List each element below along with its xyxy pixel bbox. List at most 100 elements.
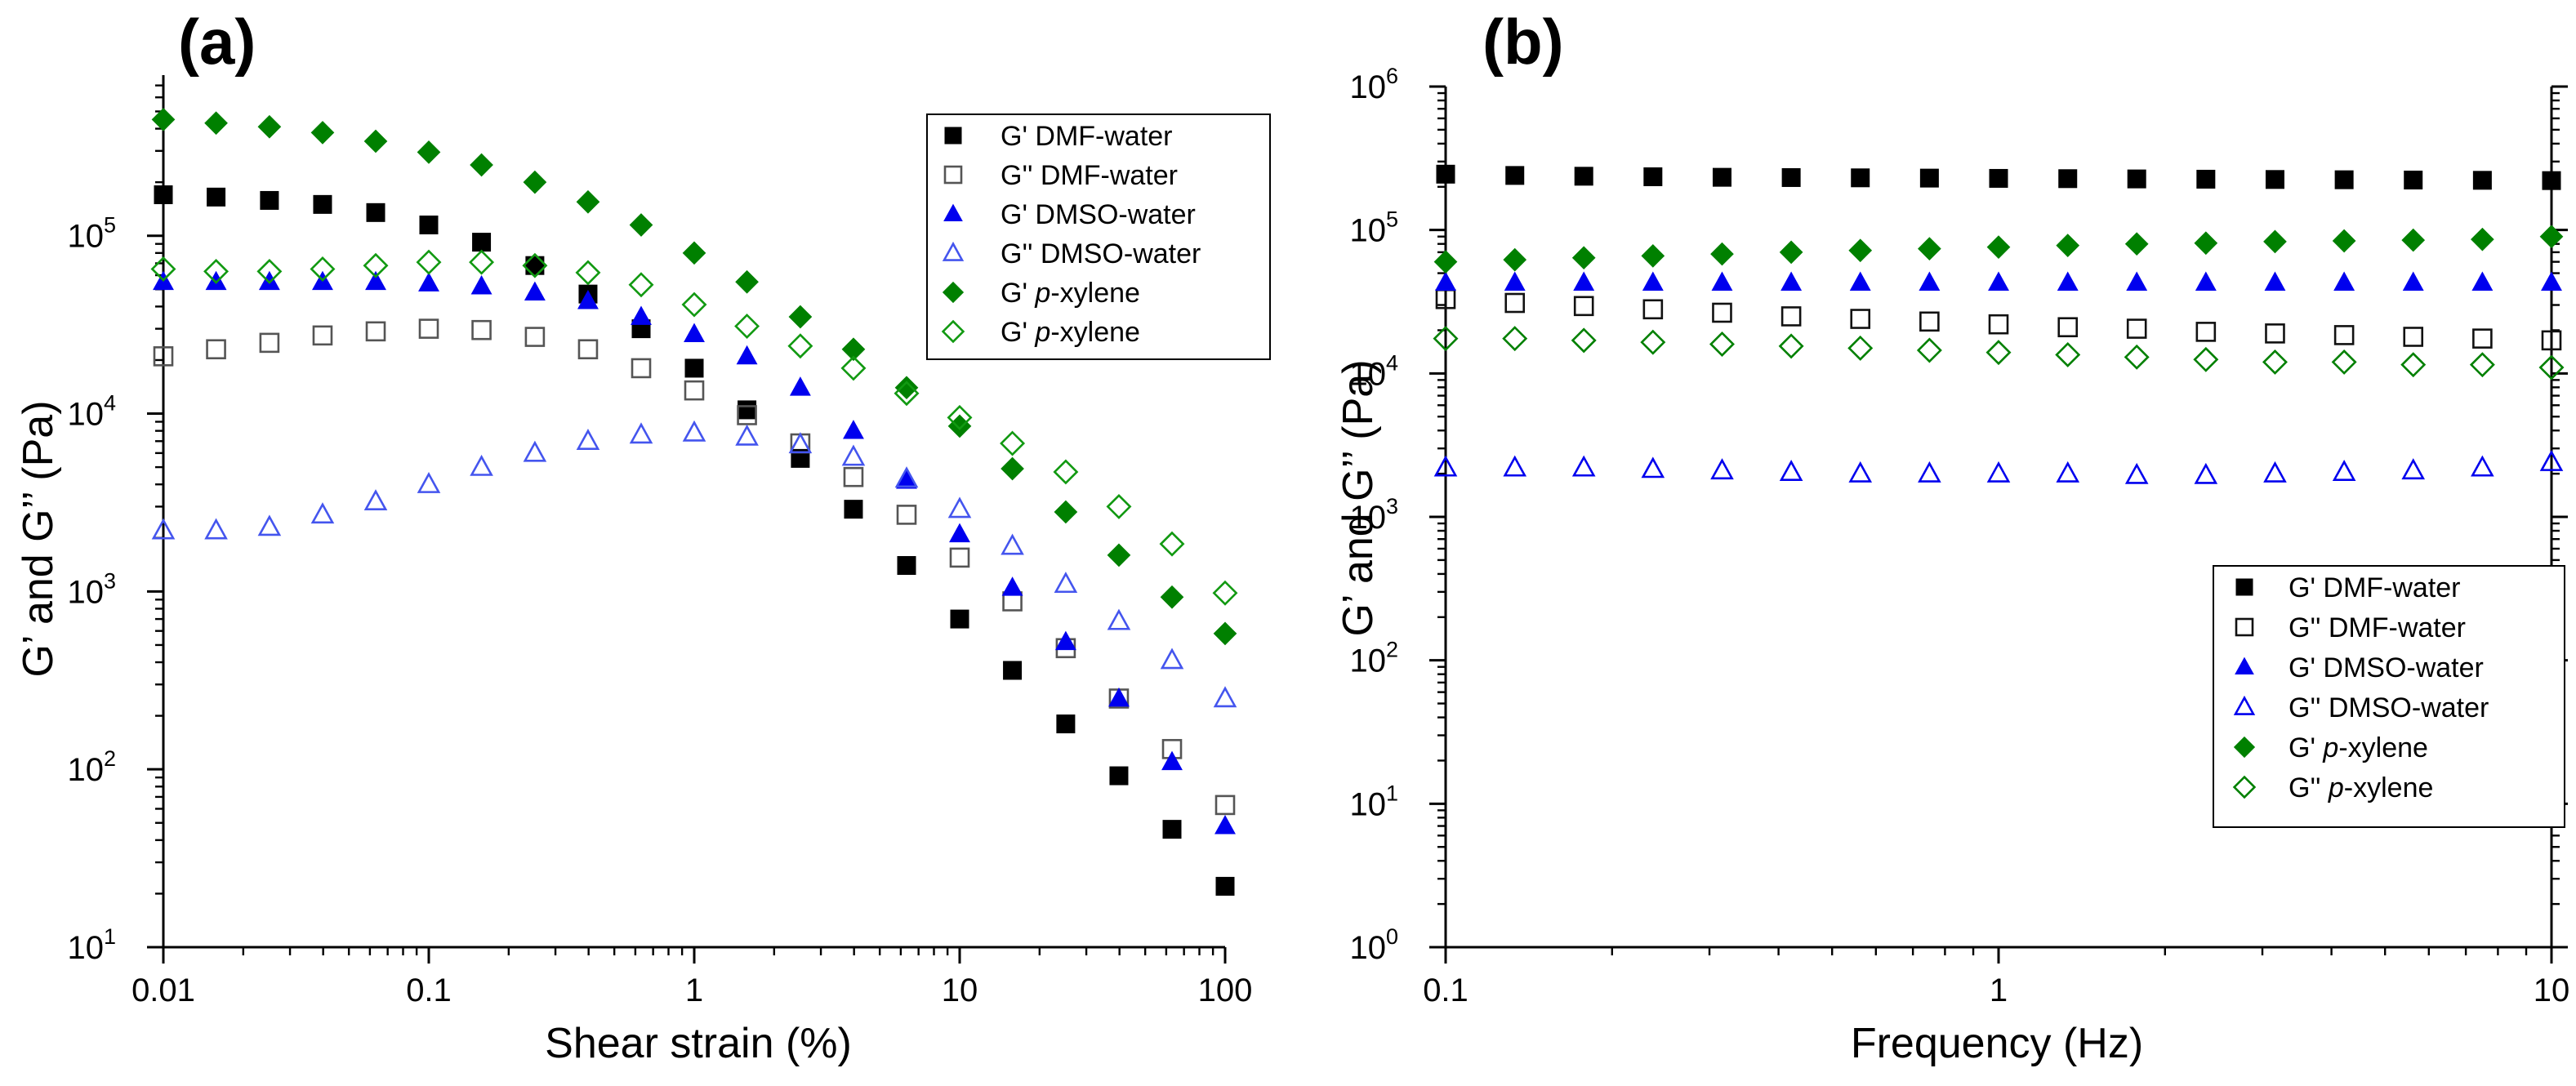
legend-label-suffix: DMSO-water (1041, 238, 1201, 269)
panel-b-y-tick-label: 100 (1349, 924, 1398, 966)
data-point (363, 489, 388, 511)
data-point (2127, 169, 2146, 189)
panel-a-y-tick-base: 10 (67, 219, 104, 255)
data-point (947, 414, 972, 438)
data-point (791, 448, 810, 468)
panel-b-y-axis-title: G’ and G’’ (Pa) (1335, 359, 1382, 636)
panel-b-series-2 (1435, 271, 2562, 291)
data-point (1988, 271, 2009, 291)
legend-marker (944, 127, 962, 145)
panel-a-series-2 (153, 270, 1236, 835)
legend-marker (941, 319, 965, 344)
data-point (1433, 250, 1458, 274)
data-point (1986, 235, 2011, 259)
data-point (735, 269, 759, 294)
data-point (313, 194, 332, 214)
legend-marker (2233, 736, 2256, 759)
data-point (257, 114, 282, 139)
data-point (1989, 168, 2008, 188)
data-point (1107, 543, 1131, 567)
legend-marker (942, 281, 965, 304)
panel-b-series-4 (1433, 225, 2564, 274)
legend-label: G'' DMF-water (2289, 612, 2466, 643)
panel-a-y-tick-base: 10 (67, 752, 104, 788)
data-point (1710, 242, 1734, 266)
data-point (1001, 576, 1023, 596)
data-point (2265, 323, 2285, 344)
data-point (1214, 815, 1236, 835)
data-point (1642, 271, 1664, 291)
legend-label-prefix: G' (1001, 317, 1035, 348)
panel-a-series-3 (151, 420, 1237, 708)
panel-a-x-tick-label: 10 (942, 973, 978, 1008)
data-point (1213, 686, 1237, 708)
data-point (843, 420, 864, 439)
panel-b-x-tick-label: 0.1 (1423, 973, 1468, 1008)
data-point (949, 523, 970, 543)
data-point (947, 404, 973, 430)
legend-label-suffix: DMSO-water (1035, 199, 1195, 230)
data-point (259, 332, 280, 354)
data-point (737, 405, 757, 425)
legend-label: G' p-xylene (2289, 732, 2428, 763)
data-point (1054, 630, 1076, 651)
legend-label: G' p-xylene (1001, 317, 1140, 348)
panel-b-series-0 (1436, 164, 2561, 190)
legend-marker (2235, 656, 2254, 675)
data-point (789, 376, 811, 396)
legend-label-prefix: G' (2289, 732, 2323, 763)
panel-a-x-axis-title: Shear strain (%) (545, 1020, 852, 1067)
data-point (2195, 271, 2217, 291)
data-point (1916, 337, 1942, 363)
legend-label-prefix: G'' (2289, 772, 2329, 803)
panel-a-label: (a) (178, 6, 256, 78)
data-point (312, 325, 333, 346)
data-point (1001, 533, 1024, 555)
data-point (1054, 572, 1078, 594)
data-point (1781, 167, 1801, 187)
legend-label: G'' DMSO-water (2289, 692, 2489, 723)
data-point (1505, 166, 1525, 185)
panel-a-y-tick-exponent: 5 (104, 213, 116, 238)
legend-label-prefix: G' (2289, 652, 2323, 683)
panel-a-series-1 (153, 318, 1236, 816)
legend-label: G' p-xylene (1001, 278, 1140, 309)
data-point (2331, 349, 2357, 375)
panel-b-series-1 (1435, 288, 2562, 351)
data-point (2401, 458, 2426, 480)
data-point (523, 440, 547, 462)
panel-a-x-tick-label: 1 (685, 973, 703, 1008)
data-point (2194, 462, 2218, 484)
panel-b-legend-box (2213, 565, 2565, 828)
panel-a-series-0 (154, 185, 1235, 896)
data-point (2469, 352, 2495, 378)
data-point (1433, 455, 1458, 477)
data-point (2124, 232, 2149, 256)
data-point (2126, 271, 2148, 291)
data-point (2404, 170, 2423, 189)
data-point (310, 502, 335, 524)
data-point (2124, 462, 2149, 484)
data-point (2401, 228, 2426, 252)
data-point (1779, 460, 1803, 481)
panel-a-legend-entry: G'' DMSO-water (942, 238, 1201, 269)
data-point (2471, 271, 2494, 291)
data-point (681, 292, 707, 318)
panel-a-legend-entry: G' p-xylene (942, 278, 1140, 309)
data-point (418, 318, 439, 339)
panel-b-y-tick-exponent: 2 (1386, 638, 1398, 662)
data-point (1000, 430, 1026, 456)
panel-b-y-tick-exponent: 4 (1386, 350, 1398, 375)
panel-a-y-tick-label: 104 (67, 391, 116, 433)
data-point (2538, 354, 2565, 381)
panel-a-legend-entry: G' DMF-water (944, 121, 1173, 152)
data-point (1779, 240, 1803, 265)
panel-a-y-tick-base: 10 (67, 397, 104, 433)
data-point (525, 256, 545, 275)
legend-label-prefix: G' (2289, 572, 2323, 603)
data-point (419, 215, 439, 234)
panel-b-x-tick-label: 10 (2534, 973, 2570, 1008)
